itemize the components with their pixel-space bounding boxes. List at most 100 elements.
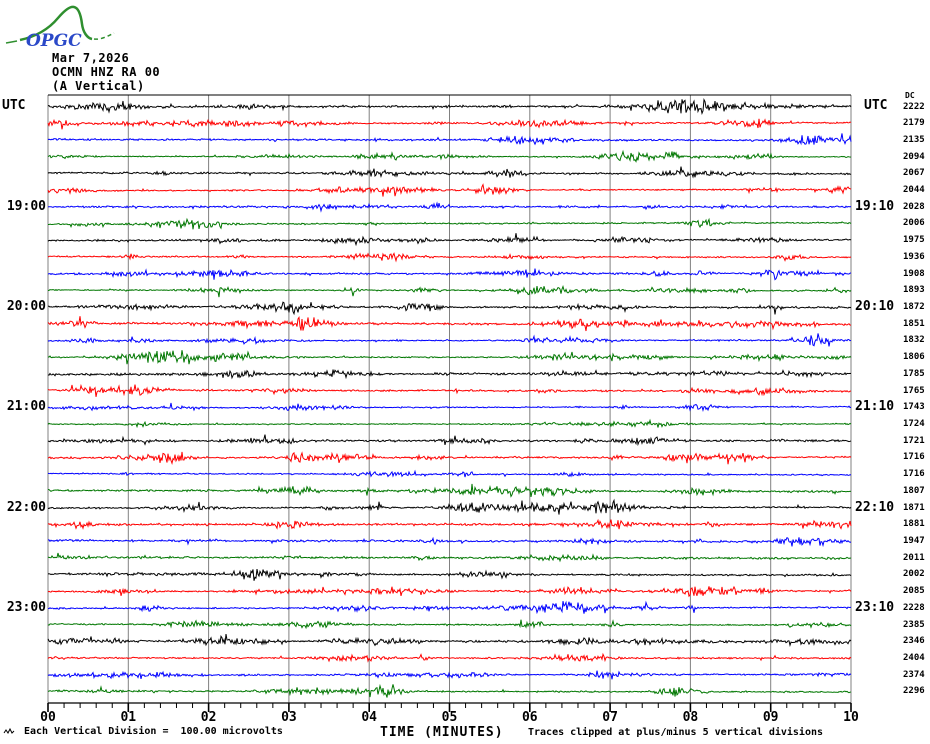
- dc-offset-row-13: 1851: [903, 318, 925, 329]
- dc-offset-row-15: 1806: [903, 352, 925, 363]
- trace-row-28: [47, 568, 852, 581]
- dc-offset-row-24: 1871: [903, 502, 925, 513]
- right-hour-label-22:10: 22:10: [855, 499, 895, 515]
- right-hour-label-23:10: 23:10: [855, 599, 895, 615]
- trace-row-21: [47, 451, 852, 466]
- x-tick-label-06: 06: [521, 710, 538, 725]
- trace-row-20: [47, 434, 852, 447]
- dc-offset-row-31: 2385: [903, 619, 925, 630]
- dc-offset-row-16: 1785: [903, 368, 925, 379]
- opgc-logo: OPGC: [4, 2, 124, 50]
- dc-offset-row-18: 1743: [903, 402, 925, 413]
- trace-row-6: [47, 201, 852, 213]
- trace-row-26: [47, 536, 852, 548]
- utc-label-left: UTC: [2, 98, 26, 113]
- x-tick-label-00: 00: [40, 710, 56, 725]
- trace-row-31: [47, 619, 852, 630]
- trace-row-16: [47, 369, 852, 380]
- dc-offset-row-34: 2374: [903, 669, 925, 680]
- dc-offset-row-6: 2028: [903, 201, 925, 212]
- x-tick-label-07: 07: [602, 710, 618, 725]
- dc-offset-row-27: 2011: [903, 552, 925, 563]
- trace-row-11: [47, 285, 852, 298]
- trace-row-35: [47, 683, 852, 698]
- dc-offset-row-3: 2094: [903, 151, 925, 162]
- dc-offset-row-30: 2228: [903, 602, 925, 613]
- dc-offset-row-4: 2067: [903, 168, 925, 179]
- left-hour-label-22:00: 22:00: [6, 499, 46, 515]
- x-tick-label-08: 08: [682, 710, 699, 725]
- trace-row-12: [47, 301, 852, 316]
- trace-row-19: [47, 418, 852, 429]
- trace-row-15: [47, 350, 852, 365]
- right-hour-label-19:10: 19:10: [855, 198, 895, 214]
- dc-offset-row-8: 1975: [903, 235, 925, 246]
- dc-offset-row-28: 2002: [903, 569, 925, 580]
- dc-offset-row-5: 2044: [903, 185, 925, 196]
- trace-row-8: [47, 233, 852, 247]
- left-hour-label-21:00: 21:00: [6, 399, 46, 415]
- dc-offset-row-7: 2006: [903, 218, 925, 229]
- component-label: (A Vertical): [52, 79, 145, 93]
- x-tick-label-02: 02: [200, 710, 217, 725]
- trace-row-29: [47, 585, 852, 598]
- left-hour-label-19:00: 19:00: [6, 198, 46, 214]
- dc-offset-row-19: 1724: [903, 419, 925, 430]
- trace-row-10: [47, 268, 852, 281]
- dc-offset-row-10: 1908: [903, 268, 925, 279]
- dc-offset-row-23: 1807: [903, 485, 925, 496]
- left-hour-label-23:00: 23:00: [6, 599, 46, 615]
- trace-row-14: [47, 333, 852, 347]
- clip-note: Traces clipped at plus/minus 5 vertical …: [528, 727, 824, 738]
- trace-row-4: [47, 166, 852, 179]
- dc-offset-row-14: 1832: [903, 335, 925, 346]
- x-axis-title: TIME (MINUTES): [380, 725, 504, 740]
- trace-row-22: [47, 469, 852, 478]
- logo-text: OPGC: [26, 31, 82, 50]
- trace-row-18: [47, 402, 852, 412]
- trace-row-3: [47, 149, 852, 163]
- dc-offset-row-9: 1936: [903, 251, 925, 262]
- utc-label-right: UTC: [864, 98, 888, 113]
- trace-row-23: [47, 483, 852, 498]
- dc-offset-row-12: 1872: [903, 302, 925, 313]
- dc-offset-row-21: 1716: [903, 452, 925, 463]
- trace-row-25: [47, 518, 852, 530]
- trace-row-7: [47, 217, 852, 230]
- x-tick-label-03: 03: [281, 710, 297, 725]
- trace-row-2: [47, 133, 852, 146]
- dc-offset-row-25: 1881: [903, 519, 925, 530]
- dc-offset-row-26: 1947: [903, 536, 925, 547]
- x-tick-label-05: 05: [441, 710, 458, 725]
- trace-row-32: [47, 633, 852, 647]
- dc-column-header: DC: [905, 91, 915, 100]
- trace-row-27: [47, 552, 852, 563]
- station-label: OCMN HNZ RA 00: [52, 65, 161, 79]
- trace-row-24: [47, 498, 852, 515]
- right-hour-label-21:10: 21:10: [855, 399, 895, 415]
- dc-offset-row-20: 1721: [903, 435, 925, 446]
- dc-offset-row-17: 1765: [903, 385, 925, 396]
- trace-row-5: [47, 183, 852, 197]
- dc-offset-row-0: 2222: [903, 101, 925, 112]
- trace-row-13: [47, 316, 852, 332]
- x-tick-label-04: 04: [361, 710, 378, 725]
- trace-row-9: [47, 252, 852, 263]
- trace-row-1: [47, 118, 852, 130]
- logo-curve-icon: OPGC: [5, 5, 115, 50]
- x-tick-label-01: 01: [120, 710, 137, 725]
- scale-marker-icon: [3, 727, 15, 734]
- right-hour-label-20:10: 20:10: [855, 299, 895, 315]
- x-tick-label-09: 09: [762, 710, 779, 725]
- dc-offset-row-35: 2296: [903, 686, 925, 697]
- left-hour-label-20:00: 20:00: [6, 299, 46, 315]
- dc-offset-row-29: 2085: [903, 586, 925, 597]
- x-tick-label-10: 10: [843, 710, 859, 725]
- trace-row-30: [47, 600, 852, 615]
- dc-offset-row-11: 1893: [903, 285, 925, 296]
- trace-row-33: [47, 652, 852, 663]
- dc-offset-row-33: 2404: [903, 653, 925, 664]
- dc-offset-row-2: 2135: [903, 134, 925, 145]
- dc-offset-row-22: 1716: [903, 469, 925, 480]
